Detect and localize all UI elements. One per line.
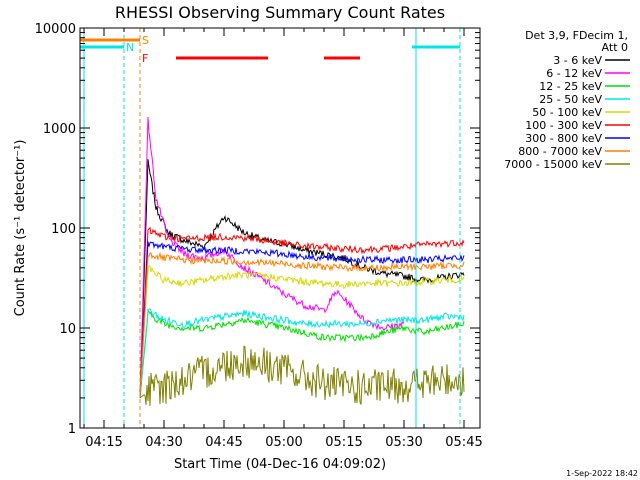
x-tick-label: 04:45 [205,435,242,450]
series-line [139,226,465,398]
x-tick-label: 04:15 [85,435,122,450]
series-line [139,251,465,398]
y-tick-label: 1000 [43,122,76,137]
x-tick-label: 04:30 [145,435,182,450]
legend-entry-label: 100 - 300 keV [525,119,602,132]
legend-entry-label: 6 - 12 keV [546,67,602,80]
y-tick-label: 100 [51,222,76,237]
legend-entry-label: 25 - 50 keV [539,93,602,106]
markers-layer [83,28,461,428]
legend-entry-label: 50 - 100 keV [532,106,602,119]
series-line [139,241,465,398]
x-tick-label: 05:30 [385,435,422,450]
x-tick-label: 05:00 [265,435,302,450]
flags-layer: SFN [80,34,460,65]
x-tick-label: 05:15 [325,435,362,450]
flag-label: S [142,34,149,47]
legend-entry-label: 800 - 7000 keV [518,145,602,158]
legend-entry-label: 3 - 6 keV [553,54,602,67]
x-axis-label: Start Time (04-Dec-16 04:09:02) [174,457,386,472]
series-line [139,308,465,398]
y-tick-label: 10 [59,322,76,337]
series-line [139,345,465,406]
y-tick-label: 10000 [35,22,76,37]
y-axis-label: Count Rate (s⁻¹ detector⁻¹) [13,140,28,317]
legend-entry-label: 300 - 800 keV [525,132,602,145]
ticks-layer: 04:15 04:30 04:45 05:00 05:15 05:30 05:45 1 10 10… [35,22,483,450]
series-line [139,116,405,398]
series-line [139,308,465,398]
footer-timestamp: 1-Sep-2022 18:42 [566,469,638,478]
x-tick-label: 05:45 [445,435,482,450]
flag-label: N [126,41,134,54]
y-tick-label: 1 [68,422,76,437]
series-line [139,264,465,398]
legend-entry-label: 7000 - 15000 keV [504,158,602,171]
legend-entry-label: 12 - 25 keV [539,80,602,93]
series-layer [139,116,465,406]
flag-label: F [142,52,148,65]
legend-title: Att 0 [602,41,628,54]
series-line [139,159,465,398]
legend-title: Det 3,9, FDecim 1, [525,29,628,42]
chart-title: RHESSI Observing Summary Count Rates [115,3,445,22]
